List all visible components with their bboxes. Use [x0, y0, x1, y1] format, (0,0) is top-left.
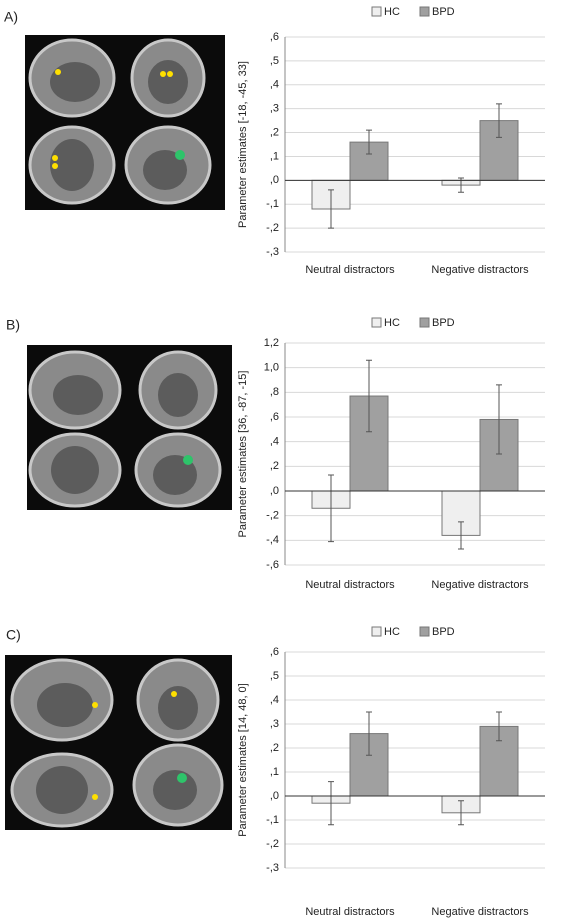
y-tick-label: ,8 [270, 386, 279, 398]
y-tick-label: ,2 [270, 126, 279, 138]
y-tick-label: -,3 [266, 246, 279, 258]
x-tick-label: Neutral distractors [305, 579, 395, 591]
panel-label: B) [6, 317, 20, 333]
y-tick-label: ,1 [270, 150, 279, 162]
x-tick-label: Negative distractors [431, 264, 529, 276]
legend-label: HC [384, 6, 400, 18]
x-tick-label: Negative distractors [431, 906, 529, 918]
brain-images-a [25, 35, 225, 210]
legend-label: BPD [432, 317, 455, 329]
y-tick-label: ,5 [270, 670, 279, 682]
legend-swatch [420, 7, 429, 16]
x-tick-label: Neutral distractors [305, 264, 395, 276]
y-axis-title: Parameter estimates [36, -87, -15] [237, 371, 249, 538]
y-tick-label: -,2 [266, 838, 279, 850]
y-tick-label: ,2 [270, 742, 279, 754]
y-tick-label: ,0 [270, 790, 279, 802]
y-axis-title: Parameter estimates [-18, -45, 33] [237, 61, 249, 228]
y-tick-label: -,1 [266, 814, 279, 826]
legend-swatch [372, 7, 381, 16]
panel-label: C) [6, 627, 21, 643]
legend-label: HC [384, 626, 400, 638]
legend-swatch [372, 318, 381, 327]
y-tick-label: -,2 [266, 222, 279, 234]
legend-label: HC [384, 317, 400, 329]
x-tick-label: Neutral distractors [305, 906, 395, 918]
y-tick-label: ,0 [270, 174, 279, 186]
y-tick-label: 1,2 [264, 337, 279, 349]
legend-swatch [372, 627, 381, 636]
brain-images-c [5, 655, 232, 830]
legend-swatch [420, 627, 429, 636]
legend-label: BPD [432, 626, 455, 638]
y-tick-label: ,3 [270, 103, 279, 115]
panel-label: A) [4, 9, 18, 25]
figure: A) -,3 -,2 -,1 ,0 ,1 ,2 ,3 ,4 ,5 ,6 Parameter estim… [0, 0, 577, 924]
y-tick-label: ,6 [270, 31, 279, 43]
y-tick-label: ,4 [270, 436, 279, 448]
y-tick-label: ,5 [270, 55, 279, 67]
brain-images-b [27, 345, 232, 510]
y-tick-label: 1,0 [264, 362, 279, 374]
y-tick-label: -,6 [266, 559, 279, 571]
y-tick-label: ,6 [270, 411, 279, 423]
y-tick-label: -,2 [266, 510, 279, 522]
y-tick-label: ,4 [270, 694, 279, 706]
legend-label: BPD [432, 6, 455, 18]
y-axis-title: Parameter estimates [14, 48, 0] [237, 683, 249, 836]
y-tick-label: ,3 [270, 718, 279, 730]
y-tick-label: -,4 [266, 534, 279, 546]
y-tick-label: ,1 [270, 766, 279, 778]
legend-swatch [420, 318, 429, 327]
y-tick-label: -,3 [266, 862, 279, 874]
x-tick-label: Negative distractors [431, 579, 529, 591]
y-tick-label: -,1 [266, 198, 279, 210]
y-tick-label: ,6 [270, 646, 279, 658]
y-tick-label: ,4 [270, 79, 279, 91]
y-tick-label: ,2 [270, 460, 279, 472]
y-tick-label: ,0 [270, 485, 279, 497]
